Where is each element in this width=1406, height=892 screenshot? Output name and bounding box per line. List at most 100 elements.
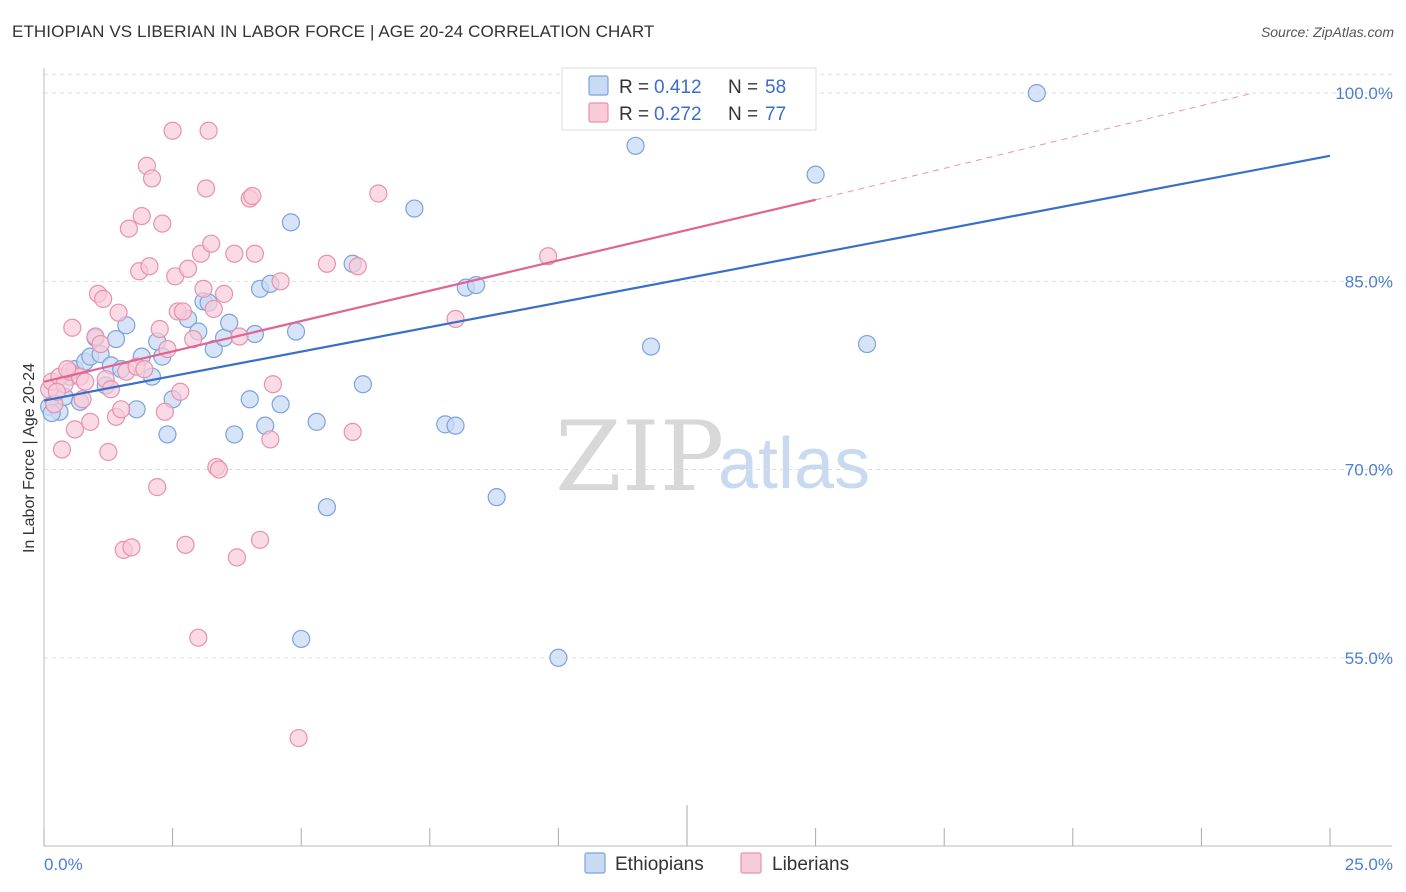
liberians-point: [178, 259, 198, 278]
watermark-atlas: atlas: [718, 424, 870, 504]
liberians-point: [245, 244, 265, 263]
bottom-legend-ethiopians-swatch: [584, 852, 606, 874]
legend-n-value-1: 58: [765, 77, 786, 98]
liberians-point: [289, 728, 308, 748]
liberians-point: [142, 169, 162, 188]
x-tick-label: 0.0%: [44, 855, 83, 874]
x-tick-labels: 0.0% 25.0%: [44, 855, 1393, 874]
ethiopians-point: [487, 488, 506, 507]
liberians-point: [343, 422, 362, 442]
liberians-point: [243, 186, 262, 206]
legend-r-label-1: R =: [619, 77, 649, 98]
axes: [43, 68, 1392, 847]
liberians-point: [76, 372, 95, 391]
liberians-point: [194, 279, 213, 298]
liberians-point: [225, 244, 244, 263]
liberians-point: [227, 548, 246, 567]
liberians-point: [199, 121, 218, 140]
legend-n-label-2: N =: [728, 104, 758, 125]
y-tick-labels: 55.0% 70.0% 85.0% 100.0%: [1335, 84, 1393, 668]
ethiopians-point: [626, 136, 645, 155]
liberians-point: [214, 284, 234, 303]
liberians-point: [122, 538, 141, 557]
ethiopians-point: [127, 400, 146, 419]
liberians-point: [132, 206, 151, 226]
y-axis-title: In Labor Force | Age 20-24: [21, 363, 38, 553]
liberians-point: [153, 214, 172, 233]
ethiopians-point: [641, 337, 661, 356]
liberians-point: [94, 289, 113, 308]
ethiopians-point: [271, 395, 290, 414]
liberians-point: [263, 375, 283, 394]
liberians-point: [119, 219, 138, 238]
liberians-point: [109, 303, 128, 322]
ethiopians-point: [307, 412, 326, 431]
chart-title: ETHIOPIAN VS LIBERIAN IN LABOR FORCE | A…: [12, 22, 655, 41]
ethiopians-point: [446, 416, 465, 435]
liberians-trend-line: [43, 198, 816, 383]
watermark-zip: ZIP: [555, 401, 724, 513]
liberians-point: [539, 247, 558, 266]
legend-ethiopians-swatch: [588, 75, 609, 96]
liberians-point: [317, 254, 337, 273]
liberians-point: [47, 382, 66, 401]
liberians-point: [250, 530, 270, 549]
liberians-point: [261, 430, 280, 449]
y-tick-label: 70.0%: [1345, 461, 1393, 480]
liberians-trend-extension: [815, 92, 1253, 201]
legend: R = 0.412 N = 58 R = 0.272 N = 77: [561, 67, 817, 131]
liberians-point: [446, 309, 465, 329]
bottom-legend-liberians-label: Liberians: [772, 854, 849, 875]
y-tick-label: 100.0%: [1335, 84, 1393, 103]
liberians-point: [348, 257, 367, 276]
x-tick-label: 25.0%: [1345, 855, 1393, 874]
ethiopians-points: [40, 83, 1046, 667]
bottom-legend: Ethiopians Liberians: [584, 852, 849, 875]
liberians-point: [99, 442, 118, 462]
ethiopians-point: [225, 425, 244, 444]
liberians-point: [196, 179, 216, 198]
liberians-point: [176, 535, 195, 554]
ethiopians-point: [1027, 83, 1046, 103]
liberians-point: [58, 360, 77, 379]
liberians-point: [189, 628, 208, 647]
ethiopians-point: [806, 165, 825, 184]
liberians-point: [148, 478, 167, 497]
legend-n-label-1: N =: [728, 77, 758, 98]
ethiopians-point: [240, 390, 259, 409]
y-tick-label: 85.0%: [1345, 272, 1393, 291]
liberians-point: [204, 299, 223, 319]
legend-n-value-2: 77: [765, 104, 786, 125]
liberians-point: [163, 121, 182, 140]
liberians-point: [202, 234, 221, 253]
legend-r-label-2: R =: [619, 104, 649, 125]
liberians-point: [91, 334, 110, 354]
y-tick-label: 55.0%: [1345, 649, 1393, 668]
liberians-point: [65, 420, 84, 439]
liberians-point: [52, 440, 72, 459]
legend-r-value-1: 0.412: [654, 77, 702, 98]
bottom-legend-ethiopians-label: Ethiopians: [615, 854, 704, 875]
legend-liberians-swatch: [588, 102, 609, 123]
ethiopians-point: [292, 629, 311, 649]
liberians-point: [112, 400, 131, 419]
liberians-point: [155, 402, 174, 421]
ethiopians-point: [220, 313, 239, 332]
ethiopians-point: [549, 648, 568, 667]
legend-r-value-2: 0.272: [654, 104, 702, 125]
liberians-point: [135, 360, 154, 379]
ethiopians-point: [281, 213, 301, 232]
trend-lines: [43, 92, 1331, 402]
liberians-point: [171, 382, 190, 401]
ethiopians-point: [857, 334, 877, 354]
ethiopians-trend-line: [43, 154, 1331, 402]
source-label: Source: ZipAtlas.com: [1260, 24, 1394, 40]
gridlines: [44, 73, 1392, 659]
liberians-point: [173, 302, 192, 321]
liberians-point: [209, 460, 228, 479]
bottom-legend-liberians-swatch: [740, 852, 762, 874]
liberians-point: [150, 319, 169, 339]
liberians-point: [369, 184, 388, 203]
ethiopians-point: [158, 425, 177, 444]
